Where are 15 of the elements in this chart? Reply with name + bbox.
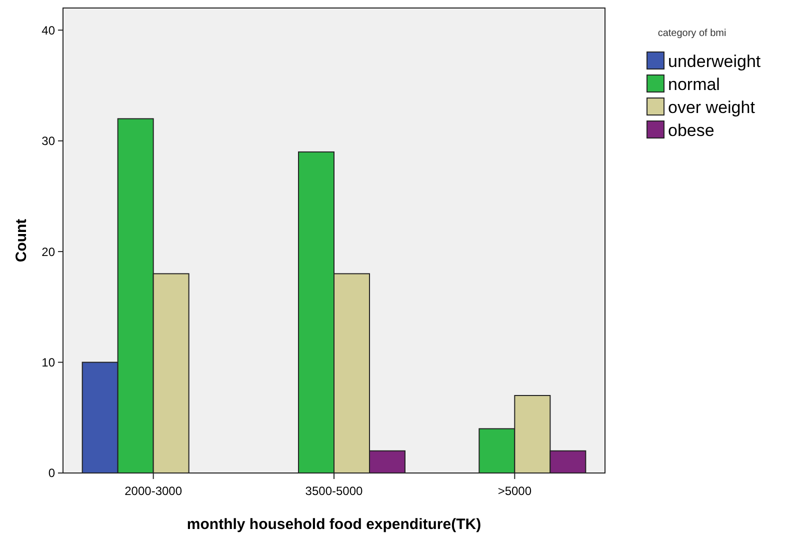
y-axis-title: Count: [13, 218, 30, 262]
x-tick-label: >5000: [498, 484, 532, 498]
y-tick-label: 0: [48, 466, 56, 480]
legend-label: obese: [668, 120, 714, 140]
x-tick-label: 3500-5000: [305, 484, 364, 498]
legend-label: underweight: [668, 52, 761, 71]
y-tick-label: 30: [42, 134, 56, 148]
y-tick-label: 40: [42, 23, 56, 38]
y-tick-label: 10: [42, 355, 56, 370]
y-tick-label: 20: [42, 244, 56, 259]
legend-label: over weight: [668, 98, 756, 117]
x-axis-title: monthly household food expenditure(TK): [186, 516, 482, 533]
legend-label: normal: [668, 74, 720, 94]
x-tick-label: 2000-3000: [124, 484, 182, 498]
legend-title: category of bmi: [658, 28, 726, 39]
